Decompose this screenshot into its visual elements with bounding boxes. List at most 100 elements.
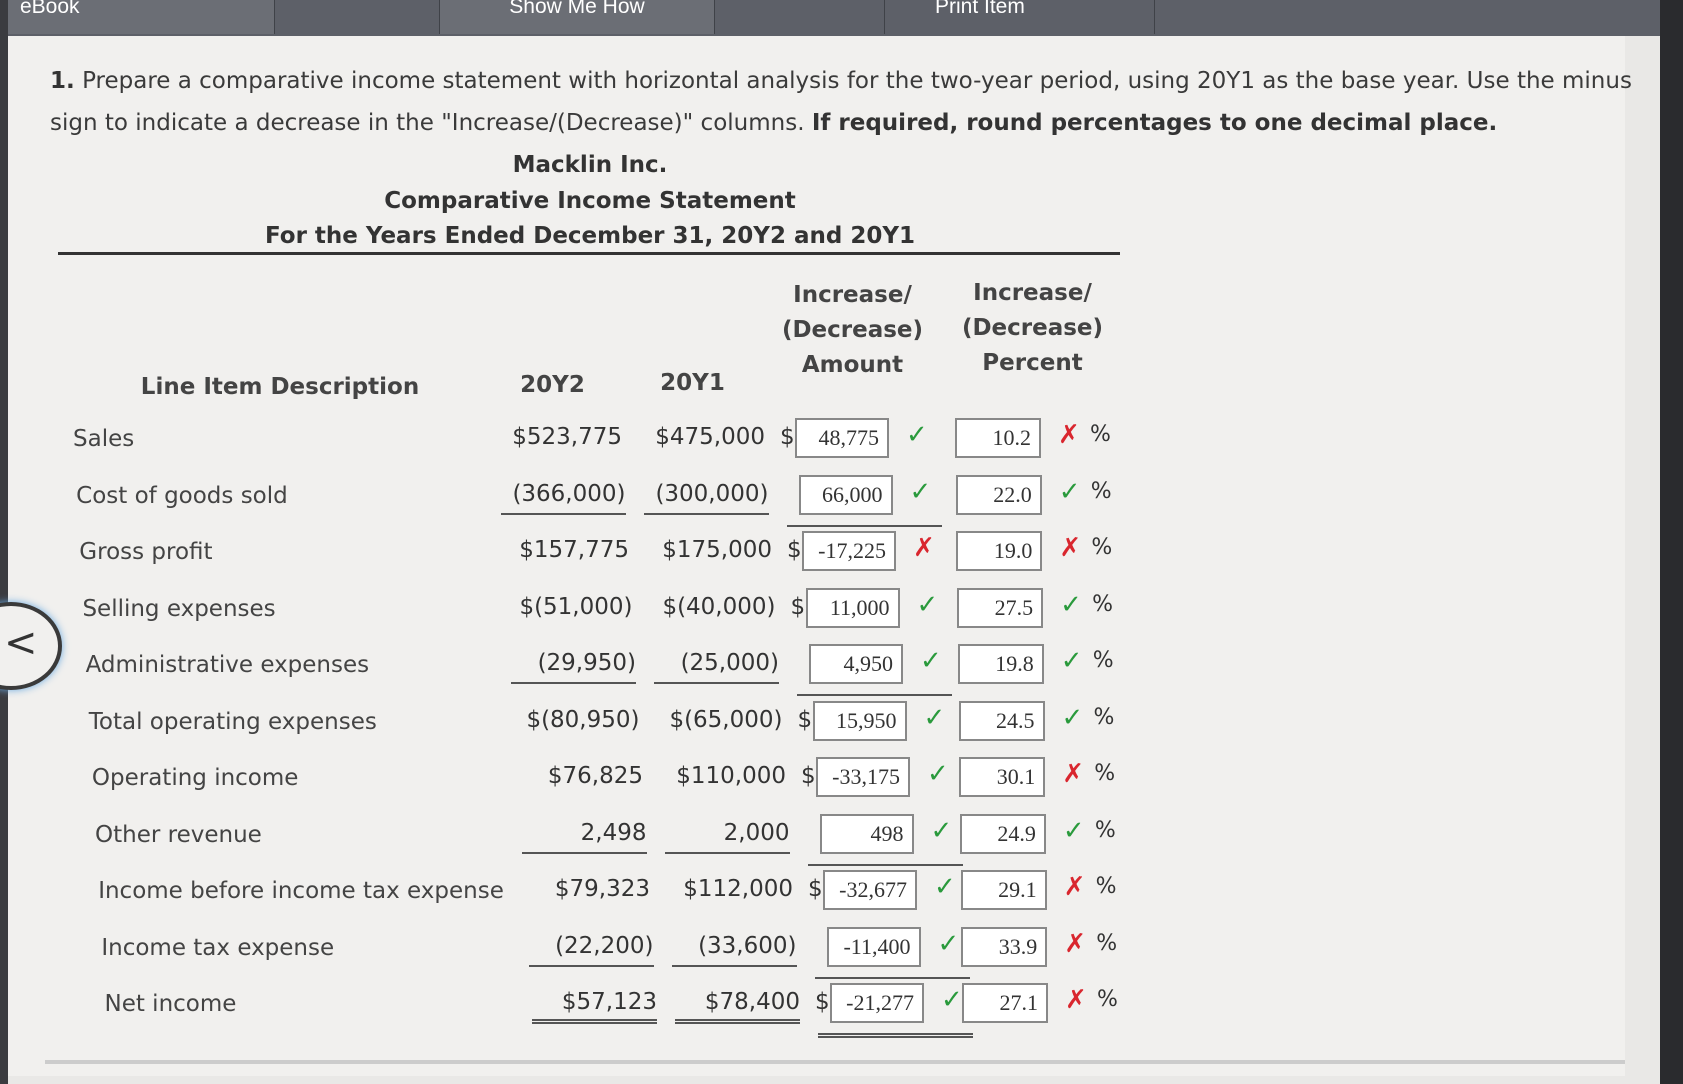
amount-input[interactable]: -17,225 — [802, 531, 896, 571]
value-20y2: 2,498 — [521, 820, 647, 854]
table-row: Total operating expenses $(80,950) $(65,… — [0, 700, 1200, 751]
question-body: Prepare a comparative income statement w… — [50, 68, 1632, 136]
percent-sign: % — [1092, 648, 1114, 673]
amount-input[interactable]: 66,000 — [798, 474, 893, 515]
checkmark-icon: ✓ — [1062, 815, 1085, 846]
percent-input[interactable]: 24.9 — [959, 813, 1046, 854]
company-name: Macklin Inc. — [512, 152, 668, 178]
x-mark-icon: ✗ — [1059, 533, 1082, 563]
col-header-percent: Increase/ (Decrease) Percent — [950, 276, 1115, 381]
statement-title: Comparative Income Statement — [384, 188, 796, 214]
percent-sign: % — [1091, 535, 1113, 560]
percent-input[interactable]: 27.1 — [962, 983, 1048, 1023]
amount-input[interactable]: -11,400 — [826, 926, 921, 967]
percent-input[interactable]: 33.9 — [961, 926, 1048, 967]
x-mark-icon: ✗ — [1065, 985, 1087, 1015]
bottom-divider — [45, 1060, 1625, 1064]
table-row: Income tax expense (22,200) (33,600) -11… — [0, 926, 1200, 979]
amount-input[interactable]: 498 — [819, 813, 914, 854]
x-mark-icon: ✗ — [1063, 872, 1086, 902]
dollar-sign: $ — [797, 706, 813, 733]
checkmark-icon: ✓ — [916, 589, 939, 620]
dollar-sign: $ — [801, 763, 816, 789]
amount-input[interactable]: -21,277 — [830, 983, 924, 1023]
percent-sign: % — [1097, 987, 1118, 1012]
row-label: Total operating expenses — [88, 708, 377, 735]
row-label: Cost of goods sold — [76, 482, 288, 509]
percent-sign: % — [1090, 422, 1111, 447]
amount-input[interactable]: 11,000 — [805, 587, 900, 628]
value-20y2: $57,123 — [532, 989, 657, 1024]
percent-input[interactable]: 27.5 — [957, 587, 1044, 628]
col-header-amount-line2: (Decrease) — [781, 317, 924, 343]
value-20y1: $(40,000) — [662, 593, 776, 620]
row-label: Other revenue — [95, 821, 262, 848]
chevron-left-icon: < — [4, 620, 38, 666]
value-20y2: (22,200) — [528, 933, 654, 967]
amount-input[interactable]: -33,175 — [816, 757, 910, 797]
percent-input[interactable]: 19.0 — [956, 531, 1043, 571]
row-label: Administrative expenses — [85, 652, 370, 678]
percent-input[interactable]: 24.5 — [958, 700, 1045, 741]
table-row: Sales $523,775 $475,000 $ 48,775 ✓ 10.2 … — [0, 418, 1200, 468]
amount-input[interactable]: -32,677 — [823, 870, 917, 910]
percent-input[interactable]: 30.1 — [959, 757, 1046, 797]
table-row: Other revenue 2,498 2,000 498 ✓ 24.9 ✓ % — [0, 813, 1200, 866]
percent-sign: % — [1093, 704, 1115, 730]
value-20y1: 2,000 — [664, 820, 790, 854]
percent-input[interactable]: 22.0 — [955, 474, 1042, 515]
question-rounding-note: If required, round percentages to one de… — [811, 110, 1498, 136]
checkmark-icon: ✓ — [937, 928, 960, 959]
tab-ebook[interactable]: eBook — [0, 0, 275, 34]
col-header-percent-line3: Percent — [982, 350, 1083, 376]
screen-bezel-left — [0, 0, 8, 1084]
amount-underline — [814, 976, 970, 979]
value-20y1: $78,400 — [675, 989, 800, 1024]
header-rule — [58, 252, 1120, 255]
checkmark-icon: ✓ — [1060, 589, 1082, 620]
value-20y2: $157,775 — [519, 537, 629, 563]
tab-show-me-how[interactable]: Show Me How — [440, 0, 715, 34]
amount-input[interactable]: 15,950 — [812, 700, 907, 741]
value-20y1: $(65,000) — [669, 706, 783, 733]
screen-bezel-right — [1660, 0, 1683, 1084]
percent-sign: % — [1095, 874, 1117, 899]
table-row: Operating income $76,825 $110,000 $ -33,… — [0, 757, 1200, 807]
amount-double-underline — [818, 1033, 973, 1038]
value-20y2: $(51,000) — [519, 593, 633, 620]
checkmark-icon: ✓ — [930, 815, 953, 846]
percent-sign: % — [1096, 930, 1118, 956]
amount-underline — [786, 524, 942, 527]
row-label: Gross profit — [79, 539, 213, 565]
tab-print-item[interactable]: Print Item — [885, 0, 1155, 34]
value-20y2: (366,000) — [500, 481, 626, 515]
percent-input[interactable]: 10.2 — [955, 418, 1041, 458]
row-label: Net income — [104, 991, 237, 1017]
percent-input[interactable]: 19.8 — [957, 644, 1044, 684]
amount-input[interactable]: 48,775 — [795, 418, 889, 458]
col-header-percent-line1: Increase/ — [973, 280, 1092, 306]
tab-blank-1[interactable] — [275, 0, 440, 34]
checkmark-icon: ✓ — [1061, 702, 1084, 733]
row-label: Sales — [73, 426, 135, 452]
row-label: Selling expenses — [82, 595, 276, 622]
value-20y2: $523,775 — [512, 424, 622, 450]
amount-underline — [807, 863, 963, 866]
row-label: Operating income — [91, 765, 299, 791]
tab-blank-2[interactable] — [715, 0, 885, 34]
value-20y1: (33,600) — [671, 933, 797, 967]
value-20y1: (300,000) — [643, 481, 769, 515]
value-20y1: $475,000 — [655, 424, 765, 450]
percent-sign: % — [1090, 478, 1112, 504]
col-header-amount: Increase/ (Decrease) Amount — [770, 278, 935, 383]
checkmark-icon: ✓ — [923, 702, 946, 733]
value-20y1: $175,000 — [662, 537, 772, 563]
dollar-sign: $ — [787, 537, 802, 563]
dollar-sign: $ — [790, 593, 806, 620]
col-header-amount-line1: Increase/ — [793, 282, 912, 308]
percent-input[interactable]: 29.1 — [960, 870, 1047, 910]
checkmark-icon: ✓ — [906, 420, 928, 450]
checkmark-icon: ✓ — [1058, 476, 1081, 507]
amount-input[interactable]: 4,950 — [809, 644, 903, 684]
percent-sign: % — [1094, 817, 1116, 843]
